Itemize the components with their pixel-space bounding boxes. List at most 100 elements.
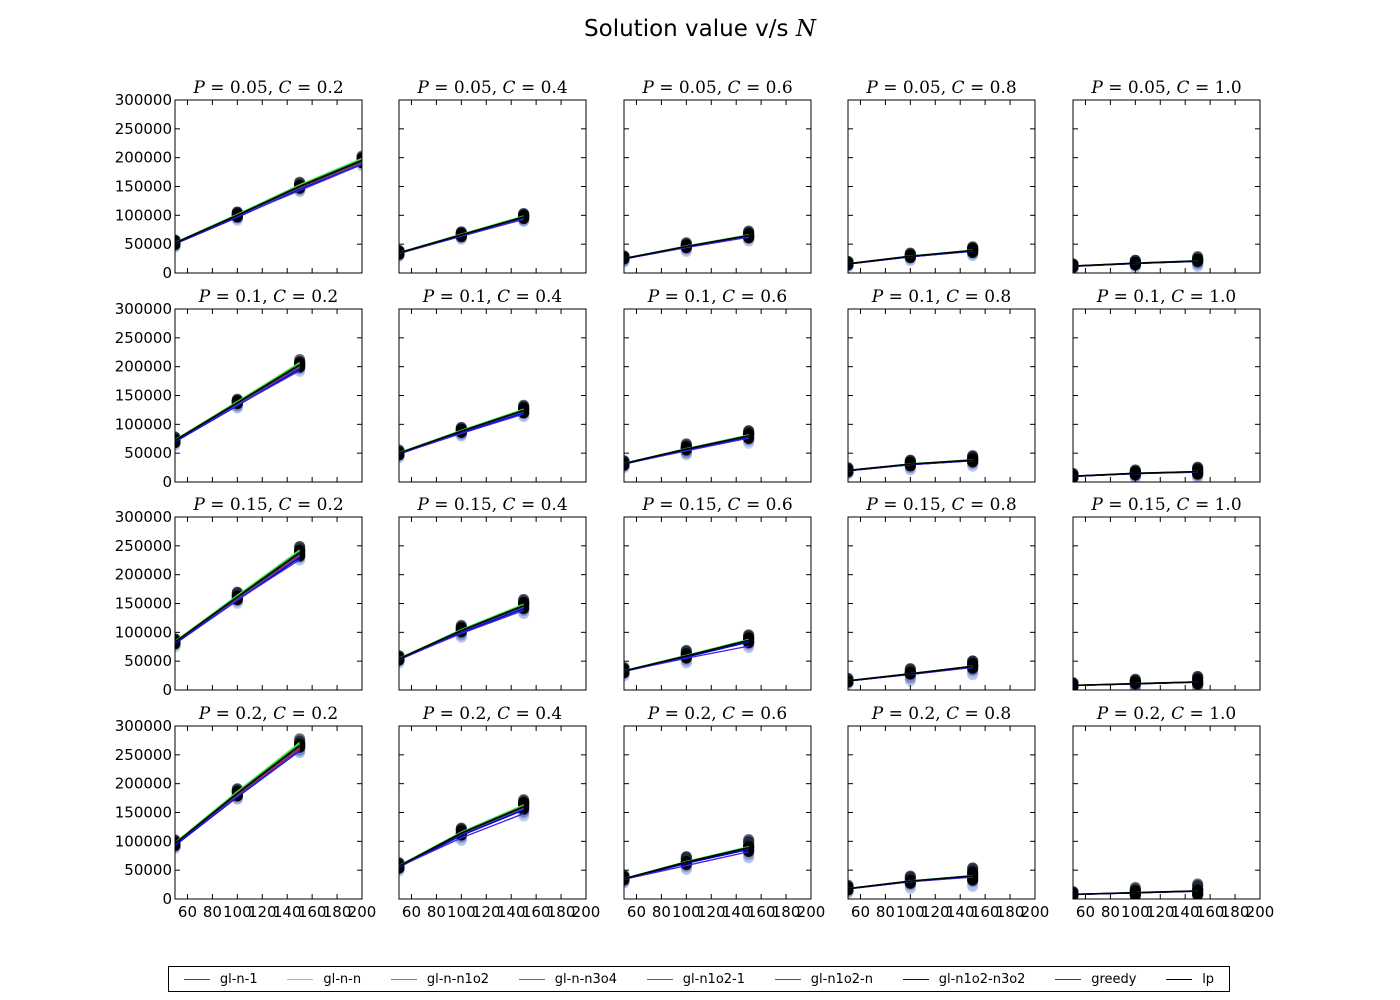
series-line-lp — [848, 459, 973, 472]
data-point — [1192, 677, 1204, 689]
subplot-p0.1-c0.4: P = 0.1, C = 0.4 — [398, 287, 587, 483]
plot-area — [1073, 671, 1204, 690]
subplot-p0.05-c0.8: P = 0.05, C = 0.8 — [847, 78, 1036, 274]
subplot-title: P = 0.1, C = 1.0 — [1096, 287, 1236, 307]
x-tick-label: 160 — [971, 903, 1000, 921]
series-line-lp — [1073, 260, 1198, 267]
x-tick-label: 200 — [1021, 903, 1050, 921]
axes-frame — [398, 99, 587, 274]
data-point — [848, 466, 854, 478]
x-tick-label: 200 — [797, 903, 826, 921]
axes-frame — [847, 99, 1036, 274]
legend-label: gl-n-n1o2 — [426, 971, 490, 987]
subplot-title: P = 0.2, C = 1.0 — [1096, 704, 1236, 724]
y-tick-label: 300000 — [115, 717, 172, 735]
x-tick-label: 100 — [1121, 903, 1150, 921]
y-tick-label: 250000 — [115, 329, 172, 347]
x-tick-label: 140 — [946, 903, 975, 921]
y-tick-label: 50000 — [124, 861, 172, 879]
series-line-lp — [624, 435, 749, 465]
plot-area — [399, 593, 530, 669]
figure-title-variable: N — [795, 16, 816, 42]
subplot-title: P = 0.05, C = 0.4 — [416, 78, 567, 98]
series-line-lp — [624, 234, 749, 260]
legend-item-greedy: greedy — [1055, 972, 1136, 987]
x-tick-label: 80 — [652, 903, 671, 921]
legend-swatch — [774, 978, 801, 980]
y-tick-label: 0 — [162, 890, 172, 908]
x-tick-label: 180 — [1221, 903, 1250, 921]
axes-frame — [1072, 308, 1261, 483]
subplot-p0.15-c1.0: P = 0.15, C = 1.0 — [1072, 495, 1261, 691]
y-tick-label: 150000 — [115, 804, 172, 822]
series-line-lp — [399, 805, 524, 867]
data-point — [967, 456, 979, 468]
series-line-lp — [1073, 890, 1198, 896]
x-tick-label: 120 — [472, 903, 501, 921]
y-tick-label: 200000 — [115, 566, 172, 584]
axes-frame — [1072, 516, 1261, 691]
data-point — [967, 247, 979, 259]
x-tick-label: 60 — [178, 903, 197, 921]
y-tick-label: 0 — [162, 473, 172, 491]
plot-area — [624, 225, 755, 268]
x-tick-label: 80 — [203, 903, 222, 921]
legend-label: gl-n-n3o4 — [554, 971, 618, 987]
legend-label: gl-n1o2-n — [810, 971, 873, 987]
chart-grid: 0 50000 100000 150000 200000 250000 300000 P = … — [115, 78, 1275, 921]
x-tick-label: 140 — [722, 903, 751, 921]
series-line-lp — [399, 409, 524, 454]
subplot-p0.1-c0.2: 0 50000 100000 150000 200000 250000 300000 P = … — [115, 287, 363, 491]
y-tick-label: 150000 — [115, 178, 172, 196]
x-tick-label: 60 — [851, 903, 870, 921]
subplot-title: P = 0.15, C = 0.8 — [865, 495, 1016, 515]
x-tick-label: 200 — [348, 903, 377, 921]
x-tick-label: 60 — [1076, 903, 1095, 921]
series-line-greedy — [399, 218, 524, 255]
subplot-title: P = 0.1, C = 0.4 — [422, 287, 562, 307]
y-tick-label: 200000 — [115, 149, 172, 167]
axes-frame — [1072, 725, 1261, 900]
plot-area — [848, 241, 979, 273]
y-tick-label: 100000 — [115, 206, 172, 224]
x-tick-label: 100 — [896, 903, 925, 921]
y-tick-label: 200000 — [115, 775, 172, 793]
axes-frame — [174, 308, 363, 483]
axes-frame — [847, 516, 1036, 691]
subplot-title: P = 0.05, C = 0.8 — [865, 78, 1016, 98]
data-point — [848, 256, 854, 268]
plot-area — [175, 541, 306, 653]
subplot-title: P = 0.1, C = 0.2 — [198, 287, 338, 307]
series-line-lp — [848, 665, 973, 682]
axes-frame — [398, 308, 587, 483]
x-tick-label: 120 — [697, 903, 726, 921]
x-tick-label: 160 — [747, 903, 776, 921]
x-tick-label: 120 — [921, 903, 950, 921]
figure-title-text: Solution value v/s — [584, 16, 796, 42]
y-tick-label: 50000 — [124, 444, 172, 462]
subplot-p0.1-c0.8: P = 0.1, C = 0.8 — [847, 287, 1036, 483]
legend-item-gl-n1o2-n3o2: gl-n1o2-n3o2 — [902, 972, 1025, 987]
data-point — [1129, 888, 1141, 899]
x-tick-label: 100 — [447, 903, 476, 921]
plot-area — [1073, 461, 1204, 482]
series-line-lp — [175, 364, 301, 442]
x-tick-label: 180 — [547, 903, 576, 921]
legend-label: gl-n-1 — [219, 971, 258, 987]
subplot-p0.1-c1.0: P = 0.1, C = 1.0 — [1072, 287, 1261, 483]
series-line-lp — [175, 552, 301, 643]
plot-area — [1073, 878, 1204, 899]
plot-area — [175, 733, 306, 855]
series-line-lp — [399, 216, 524, 254]
subplot-p0.1-c0.6: P = 0.1, C = 0.6 — [623, 287, 812, 483]
x-tick-label: 120 — [1146, 903, 1175, 921]
series-line-lp — [624, 846, 749, 880]
figure-title: Solution value v/s N — [0, 16, 1400, 42]
y-tick-label: 150000 — [115, 595, 172, 613]
y-tick-label: 100000 — [115, 623, 172, 641]
x-tick-label: 180 — [996, 903, 1025, 921]
series-line-greedy — [399, 813, 524, 868]
x-tick-label: 80 — [876, 903, 895, 921]
x-tick-label: 80 — [427, 903, 446, 921]
series-line-greedy — [399, 413, 524, 455]
